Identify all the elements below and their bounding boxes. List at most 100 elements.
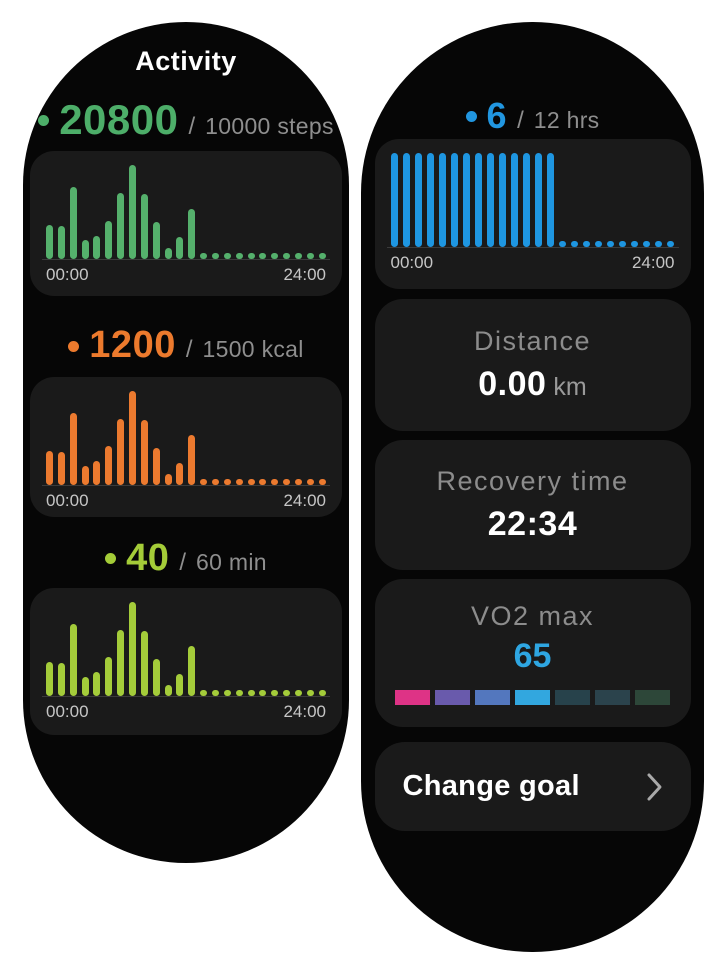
recovery-time-card[interactable]: Recovery time 22:34	[374, 440, 691, 570]
kcal-separator: /	[185, 336, 193, 364]
active-chart-bar	[259, 690, 267, 696]
kcal-chart-bar	[283, 479, 291, 485]
active-minutes-bar-chart	[42, 601, 330, 697]
active-chart-bar	[318, 690, 326, 696]
active-chart-bar	[57, 662, 65, 696]
kcal-chart-bar	[140, 420, 148, 485]
vo2-scale-segment	[635, 690, 671, 705]
active-chart-bar	[164, 684, 172, 696]
kcal-chart-bar	[129, 390, 137, 485]
vo2-scale-bar	[394, 690, 671, 705]
vo2-scale-segment	[434, 690, 470, 705]
axis-start-label: 00:00	[46, 701, 89, 721]
steps-chart-bar	[247, 253, 255, 260]
kcal-chart-bar	[46, 451, 53, 485]
steps-chart-bar	[200, 253, 208, 260]
change-goal-button[interactable]: Change goal	[374, 742, 691, 831]
active-minutes-dot	[105, 553, 117, 565]
active-chart-bar	[117, 630, 125, 696]
hours-chart-bar	[607, 241, 615, 247]
kcal-chart-bar	[57, 452, 65, 485]
distance-card[interactable]: Distance 0.00 km	[374, 299, 691, 431]
kcal-chart-axis: 00:00 24:00	[46, 491, 326, 511]
kcal-chart-bar	[105, 446, 113, 485]
steps-chart-bar	[283, 253, 291, 260]
steps-chart-bar	[140, 194, 148, 260]
hours-chart-bar	[462, 153, 470, 247]
axis-end-label: 24:00	[283, 490, 326, 510]
axis-end-label: 24:00	[631, 253, 675, 272]
active-chart-bar	[235, 690, 243, 696]
page-title: Activity	[135, 46, 237, 76]
active-chart-bar	[247, 690, 255, 696]
active-chart-bar	[93, 672, 101, 696]
kcal-chart-bar	[223, 479, 231, 485]
hours-chart-bar	[570, 241, 578, 247]
active-minutes-metric: 40 / 60 min	[105, 538, 267, 579]
axis-start-label: 00:00	[390, 253, 434, 272]
steps-chart-bar	[46, 225, 53, 260]
recovery-time-value: 22:34	[487, 505, 578, 543]
steps-chart-bar	[105, 220, 113, 260]
kcal-chart-bar	[318, 479, 326, 485]
hours-chart-bar	[510, 153, 518, 247]
active-chart-bar	[69, 623, 77, 696]
vo2-scale-segment	[595, 690, 631, 705]
activity-screen: Activity 20800 / 10000 steps 00:00 24:00…	[23, 22, 349, 863]
hours-chart-bar	[583, 241, 590, 247]
kcal-dot	[68, 340, 80, 352]
kcal-goal: 1500 kcal	[202, 336, 304, 363]
kcal-chart-bar	[295, 479, 303, 485]
steps-chart-axis: 00:00 24:00	[46, 265, 326, 285]
steps-bar-chart	[42, 165, 330, 261]
hours-chart-bar	[546, 153, 554, 247]
activity-details-screen: 6 / 12 hrs 00:00 24:00 Distance 0.00 km …	[361, 22, 704, 952]
steps-chart-bar	[57, 226, 65, 260]
active-minutes-chart-axis: 00:00 24:00	[46, 702, 326, 722]
steps-value: 20800	[59, 96, 179, 143]
kcal-chart-bar	[69, 412, 77, 485]
kcal-chart-bar	[235, 479, 243, 485]
active-chart-bar	[81, 677, 89, 696]
axis-end-label: 24:00	[283, 701, 326, 721]
steps-metric: 20800 / 10000 steps	[38, 96, 334, 143]
active-minutes-chart-card[interactable]: 00:00 24:00	[30, 587, 342, 735]
kcal-metric: 1200 / 1500 kcal	[68, 324, 304, 367]
kcal-chart-card[interactable]: 00:00 24:00	[30, 376, 342, 517]
hours-chart-bar	[474, 153, 482, 247]
hours-bar-chart	[386, 153, 679, 248]
steps-goal: 10000 steps	[205, 113, 334, 139]
distance-title: Distance	[473, 326, 592, 356]
vo2-scale-segment	[394, 690, 430, 705]
vo2-max-value: 65	[513, 637, 552, 675]
steps-chart-bar	[117, 193, 125, 260]
hours-chart-card[interactable]: 00:00 24:00	[374, 139, 691, 289]
active-chart-bar	[200, 690, 208, 696]
hours-chart-bar	[558, 241, 566, 247]
steps-separator: /	[188, 113, 196, 140]
active-chart-bar	[105, 657, 113, 696]
steps-chart-bar	[93, 235, 101, 260]
active-chart-bar	[223, 690, 231, 696]
hours-chart-bar	[534, 153, 542, 247]
kcal-chart-bar	[200, 479, 208, 485]
steps-chart-card[interactable]: 00:00 24:00	[30, 151, 342, 297]
kcal-value: 1200	[89, 324, 176, 367]
active-chart-bar	[140, 631, 148, 696]
vo2-scale-segment	[555, 690, 591, 705]
hours-goal: 12 hrs	[533, 107, 600, 133]
vo2-scale-segment	[514, 690, 551, 705]
kcal-chart-bar	[212, 479, 220, 485]
steps-chart-bar	[81, 240, 89, 260]
vo2-max-card[interactable]: VO2 max 65	[374, 579, 691, 727]
distance-value-row: 0.00 km	[478, 365, 587, 404]
hours-metric: 6 / 12 hrs	[465, 97, 600, 135]
axis-end-label: 24:00	[283, 265, 326, 285]
active-chart-bar	[46, 662, 53, 696]
kcal-chart-bar	[152, 448, 160, 485]
hours-chart-bar	[619, 241, 627, 247]
hours-chart-bar	[631, 241, 639, 247]
active-chart-bar	[176, 674, 184, 696]
steps-chart-bar	[235, 253, 243, 260]
hours-chart-bar	[450, 153, 458, 247]
